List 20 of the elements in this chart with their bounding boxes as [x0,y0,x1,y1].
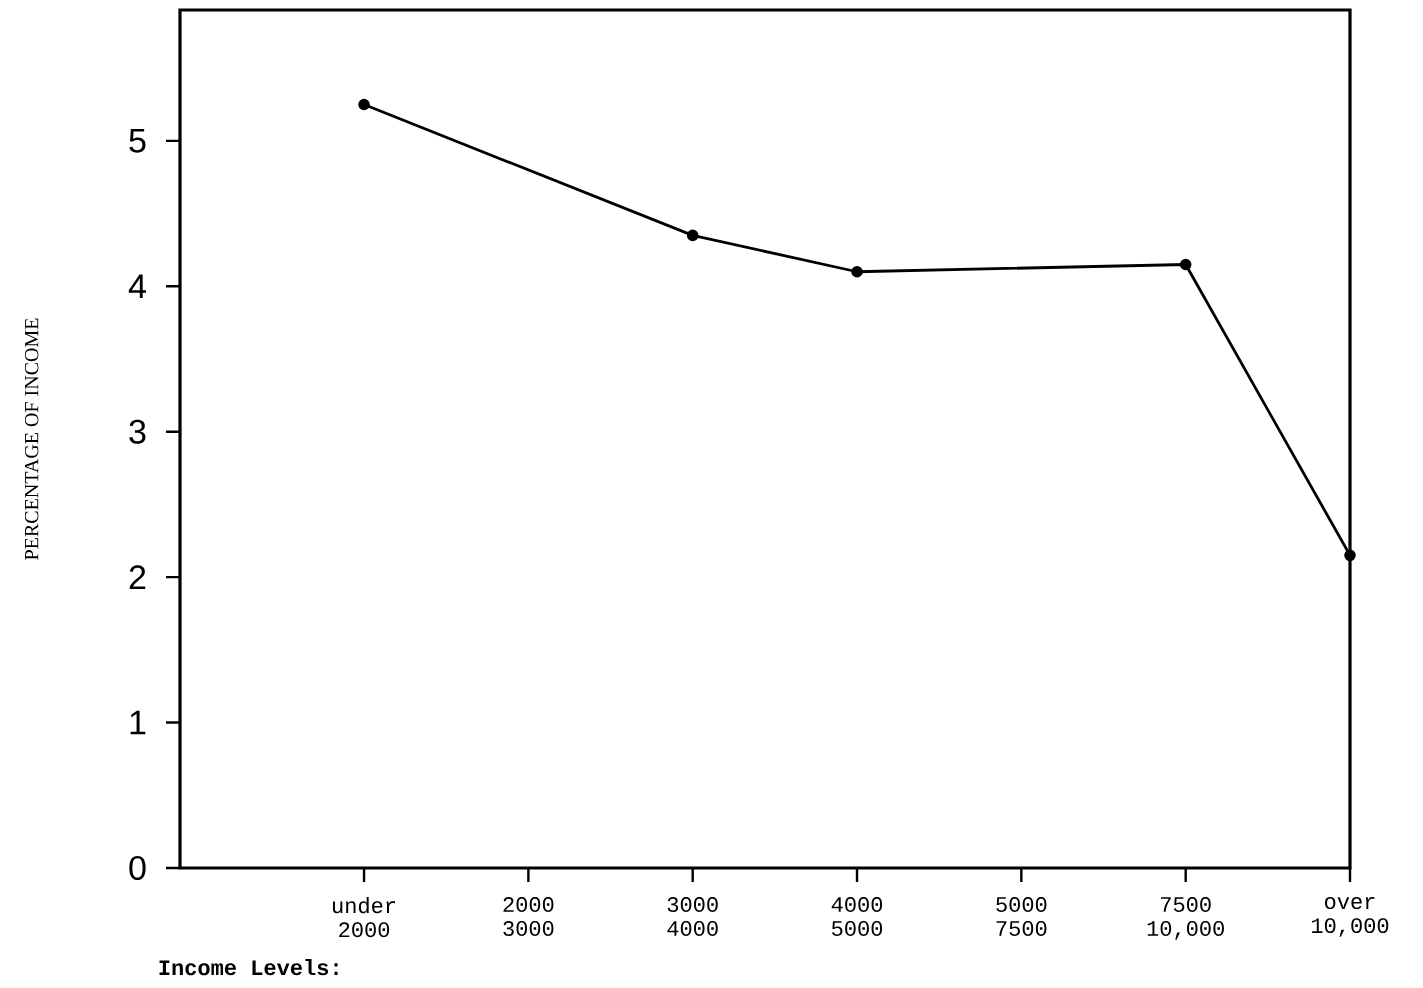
y-axis-title: PERCENTAGE OF INCOME [24,318,39,560]
x-tick-label: 5000 7500 [996,897,1047,936]
y-tick-label: 3 [129,419,146,444]
y-tick-label: 4 [128,274,146,298]
point [1179,258,1192,271]
x-tick-label: 3000 4000 [667,897,718,936]
x-tick-label: 2000 3000 [503,897,554,936]
x-tick-label: over 10,000 [1312,897,1389,937]
x-axis-title: Income Levels: [159,959,338,976]
y-tick-label: 1 [130,710,146,735]
y-tick-label: 5 [129,129,146,153]
point [851,265,863,278]
point [358,98,370,111]
y-tick-label: 0 [129,855,146,881]
point [686,229,699,242]
x-tick-label: 4000 5000 [831,897,883,936]
x-tick-label: under 2000 [333,897,396,938]
point [1344,549,1356,562]
y-tick-label: 2 [129,565,146,590]
x-tick-label: 7500 10,000 [1147,897,1224,940]
